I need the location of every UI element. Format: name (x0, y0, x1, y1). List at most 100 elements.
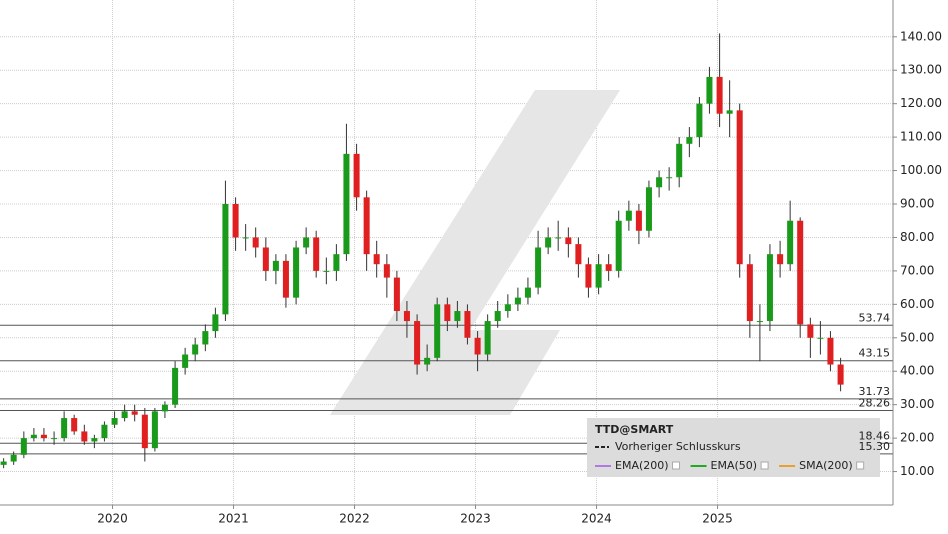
candle-body (121, 411, 128, 419)
candle-body (565, 237, 572, 245)
legend: TTD@SMART Vorheriger Schlusskurs EMA(200… (587, 418, 880, 477)
candle-body (393, 277, 400, 312)
legend-box (587, 418, 880, 477)
candle-body (777, 254, 784, 265)
candle-body (403, 311, 410, 322)
candle-body (504, 304, 511, 312)
candle-body (676, 143, 683, 178)
candle-body (625, 210, 632, 221)
candle-body (282, 260, 289, 298)
candle-body (313, 237, 320, 271)
candle-body (615, 220, 622, 271)
legend-label: SMA(200) (799, 459, 853, 472)
candle-body (595, 264, 602, 288)
candle-body (252, 237, 259, 248)
candle-body (192, 344, 199, 355)
candle-body (232, 204, 239, 238)
level-label: 43.15 (859, 347, 891, 360)
candle-body (101, 424, 108, 439)
candle-body (333, 254, 340, 271)
x-tick-label: 2022 (339, 512, 370, 526)
candle-body (736, 110, 743, 265)
candle-body (535, 247, 542, 288)
candle-body (161, 404, 168, 412)
candle-body (363, 197, 370, 255)
candle-body (343, 153, 350, 255)
candle-body (716, 76, 723, 114)
y-tick-label: 10.00 (900, 464, 934, 478)
candle-body (484, 321, 491, 355)
y-tick-label: 140.00 (900, 29, 942, 43)
y-tick-label: 50.00 (900, 330, 934, 344)
x-tick-label: 2025 (702, 512, 733, 526)
candle-body (514, 297, 521, 305)
candle-body (575, 244, 582, 265)
candle-body (797, 220, 804, 325)
candle-body (545, 237, 552, 248)
candle-body (0, 461, 7, 465)
candle-body (827, 337, 834, 365)
candle-body (61, 418, 68, 439)
candle-body (756, 321, 763, 323)
level-label: 15.30 (859, 440, 891, 453)
candle-body (524, 287, 531, 298)
level-label: 28.26 (859, 396, 891, 409)
candle-body (202, 331, 209, 345)
candle-body (474, 337, 481, 355)
candle-body (111, 418, 118, 425)
candle-body (645, 187, 652, 231)
candle-body (172, 367, 179, 405)
candle-body (222, 204, 229, 315)
x-tick-label: 2023 (460, 512, 491, 526)
candle-body (81, 431, 88, 442)
candle-body (71, 418, 78, 432)
y-tick-label: 70.00 (900, 263, 934, 277)
candle-body (51, 438, 58, 440)
candle-body (585, 264, 592, 288)
candle-body (656, 177, 663, 188)
candle-body (666, 177, 673, 179)
candle-body (696, 103, 703, 138)
candle-body (817, 337, 824, 339)
candle-body (414, 321, 421, 365)
candle-body (242, 237, 249, 239)
candle-body (10, 454, 17, 462)
legend-label: Vorheriger Schlusskurs (615, 440, 741, 453)
candle-body (746, 264, 753, 322)
level-label: 31.73 (859, 385, 891, 398)
y-tick-label: 30.00 (900, 397, 934, 411)
candle-body (686, 137, 693, 144)
legend-label: EMA(50) (711, 459, 758, 472)
candle-body (182, 354, 189, 368)
candle-body (323, 270, 330, 272)
candle-body (726, 110, 733, 114)
y-tick-label: 100.00 (900, 163, 942, 177)
y-tick-label: 110.00 (900, 130, 942, 144)
candle-body (555, 237, 562, 239)
level-label: 53.74 (859, 311, 891, 324)
candle-body (212, 314, 219, 332)
candle-body (766, 254, 773, 322)
x-tick-label: 2024 (581, 512, 612, 526)
candle-body (807, 324, 814, 338)
candle-body (91, 438, 98, 442)
candle-body (20, 438, 27, 455)
y-tick-label: 40.00 (900, 364, 934, 378)
candle-body (837, 364, 844, 385)
y-tick-label: 60.00 (900, 297, 934, 311)
legend-checkbox (856, 461, 865, 470)
y-tick-label: 20.00 (900, 431, 934, 445)
symbol: TTD@SMART (595, 423, 674, 436)
y-tick-label: 130.00 (900, 63, 942, 77)
candle-body (40, 434, 47, 439)
candle-body (434, 304, 441, 358)
candle-body (706, 76, 713, 104)
legend-checkbox (760, 461, 769, 470)
y-tick-label: 90.00 (900, 197, 934, 211)
candle-body (373, 254, 380, 265)
candle-body (272, 260, 279, 271)
candle-body (30, 434, 37, 439)
candle-body (787, 220, 794, 265)
candle-body (151, 411, 158, 449)
